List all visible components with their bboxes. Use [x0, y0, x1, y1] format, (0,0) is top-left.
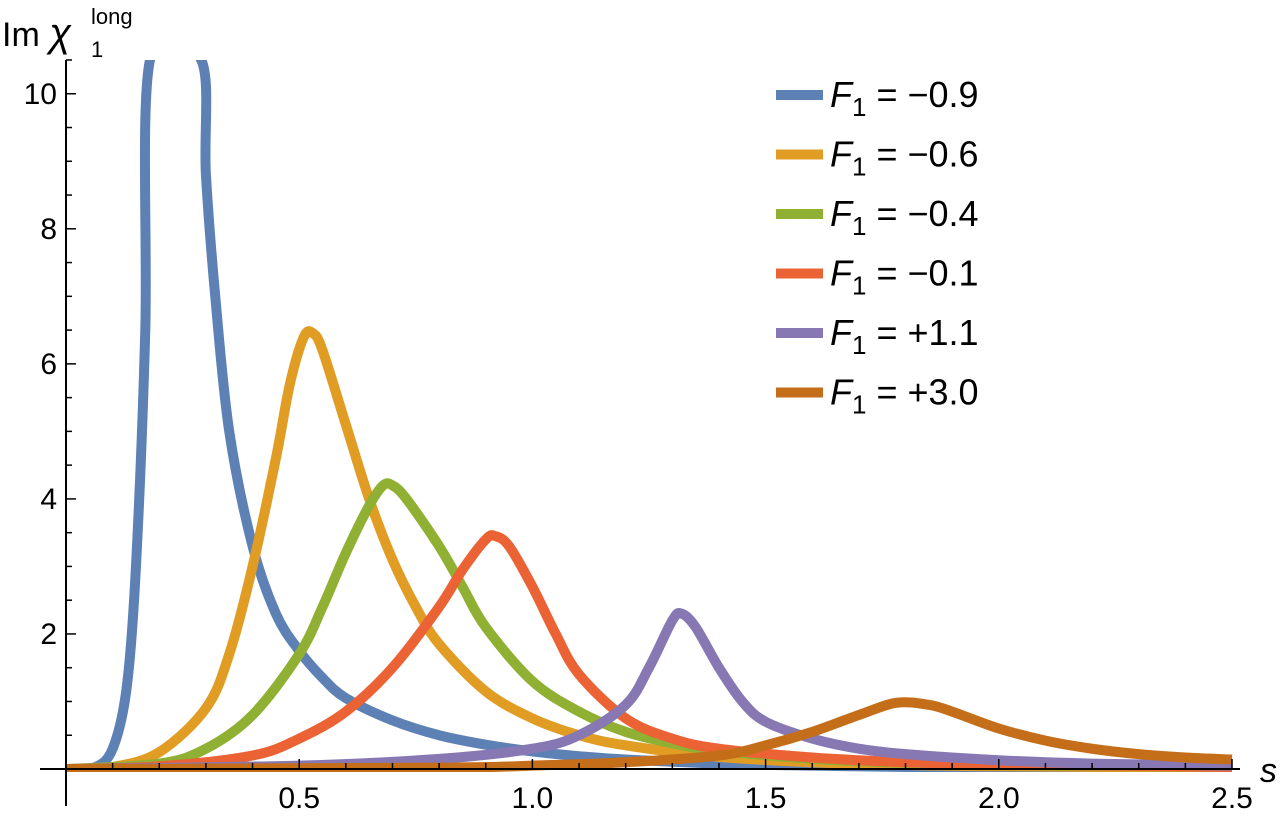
series-line-4 [65, 530, 1233, 772]
y-tick-label: 4 [40, 483, 57, 516]
x-tick-label: 1.5 [745, 782, 787, 815]
legend-label: F1 = −0.9 [830, 74, 979, 122]
series-line-6 [65, 697, 1233, 772]
legend-item-5: F1 = +1.1 [776, 312, 979, 360]
y-axis-title: Im χ [2, 11, 72, 55]
x-tick-label: 1.0 [512, 782, 554, 815]
legend-label: F1 = +1.1 [830, 312, 979, 360]
series-line-5 [65, 607, 1233, 772]
axes [40, 59, 1240, 806]
legend-item-6: F1 = +3.0 [776, 372, 979, 420]
series-line-2 [65, 326, 1233, 772]
y-axis-title-subscript: 1 [91, 37, 103, 62]
legend-item-3: F1 = −0.4 [776, 193, 979, 241]
y-tick-label: 10 [24, 78, 57, 111]
y-tick-label: 8 [40, 213, 57, 246]
y-tick-label: 6 [40, 348, 57, 381]
x-tick-label: 0.5 [278, 782, 320, 815]
legend-item-2: F1 = −0.6 [776, 134, 979, 182]
legend-label: F1 = +3.0 [830, 372, 979, 420]
legend-item-4: F1 = −0.1 [776, 253, 979, 301]
x-tick-label: 2.0 [978, 782, 1020, 815]
legend: F1 = −0.9 F1 = −0.6 F1 = −0.4 F1 = −0.1 F1 =… [776, 74, 979, 420]
legend-item-1: F1 = −0.9 [776, 74, 979, 122]
legend-label: F1 = −0.4 [830, 193, 979, 241]
legend-label: F1 = −0.1 [830, 253, 979, 301]
x-axis-title: s [1260, 752, 1277, 790]
series-layer [65, 60, 1233, 772]
axis-labels: 0.5 1.0 1.5 2.0 2.5 2 4 6 8 10 s Im χ 1 long [2, 4, 1277, 815]
y-tick-label: 2 [40, 618, 57, 651]
x-tick-label: 2.5 [1211, 782, 1253, 815]
legend-label: F1 = −0.6 [830, 134, 979, 182]
y-axis-title-superscript: long [91, 4, 133, 29]
